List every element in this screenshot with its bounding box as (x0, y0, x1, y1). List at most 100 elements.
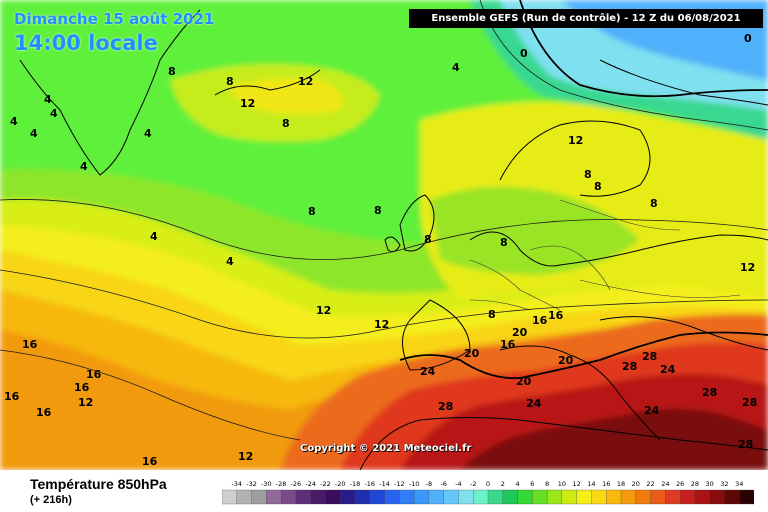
contour-label: 8 (282, 117, 290, 130)
legend-tick-label: 28 (691, 480, 699, 488)
contour-label: 0 (520, 47, 528, 60)
contour-labels: 8 8 12 12 4 4 4 4 4 4 4 0 0 8 8 4 4 8 8 … (4, 32, 757, 468)
contour-label: 12 (238, 450, 253, 463)
legend-swatch (665, 489, 681, 505)
legend-swatch (606, 489, 622, 505)
contour-label: 8 (500, 236, 508, 249)
valid-date: Dimanche 15 août 2021 (14, 10, 215, 28)
legend-tick-label: -32 (246, 480, 257, 488)
legend-swatch (384, 489, 400, 505)
legend-tick-label: -20 (335, 480, 346, 488)
contour-label: 8 (650, 197, 658, 210)
legend-swatch (650, 489, 666, 505)
isotherm-0-bold (519, 0, 768, 98)
temp-band-8-europe (430, 186, 640, 275)
legend-tick-label: -8 (426, 480, 432, 488)
legend-swatch (620, 489, 637, 505)
contour-label: 16 (86, 368, 102, 381)
legend-swatch (576, 489, 592, 505)
legend-swatch (222, 489, 238, 505)
legend-swatch (561, 489, 578, 505)
legend-tick-label: 24 (661, 480, 669, 488)
legend-swatch (458, 489, 474, 505)
legend-tick-label: 6 (530, 480, 534, 488)
contour-label: 12 (316, 304, 331, 317)
contour-label: 8 (168, 65, 176, 78)
country-borders (469, 199, 741, 311)
contour-label: 28 (642, 350, 657, 363)
contour-label: 20 (512, 326, 528, 339)
legend-tick-label: -28 (276, 480, 287, 488)
color-scale-legend: -34 -32 -30 -28 -26 -24 -22 -20 -18 -16 -14 -12 -10-… (222, 480, 754, 505)
contour-label: 12 (568, 134, 583, 147)
legend-swatch (546, 489, 563, 505)
legend-swatch (354, 489, 371, 505)
contour-label: 16 (36, 406, 52, 419)
legend-tick-label: 16 (602, 480, 610, 488)
legend-swatch (694, 489, 711, 505)
contour-label: 0 (744, 32, 752, 45)
legend-tick-label: -22 (320, 480, 331, 488)
legend-swatch (428, 489, 445, 505)
model-run-banner: Ensemble GEFS (Run de contrôle) - 12 Z d… (409, 9, 763, 28)
legend-swatch (310, 489, 326, 505)
legend-tick-label: -14 (379, 480, 390, 488)
contour-label: 12 (298, 75, 313, 88)
contour-label: 28 (622, 360, 637, 373)
legend-swatch (280, 489, 297, 505)
contour-label: 20 (558, 354, 574, 367)
contour-label: 28 (702, 386, 717, 399)
legend-tick-label: 18 (617, 480, 625, 488)
contour-label: 24 (660, 363, 676, 376)
coastlines (19, 9, 768, 470)
contour-label: 16 (22, 338, 38, 351)
legend-swatch (739, 489, 754, 505)
contour-label: 16 (142, 455, 158, 468)
contour-label: 4 (144, 127, 152, 140)
contour-label: 8 (308, 205, 316, 218)
contour-label: 12 (374, 318, 389, 331)
legend-swatch (325, 489, 341, 505)
legend-tick-label: 8 (545, 480, 549, 488)
legend-tick-label: 10 (558, 480, 566, 488)
legend-tick-label: -16 (364, 480, 375, 488)
legend-tick-label: -30 (261, 480, 272, 488)
legend-swatch (709, 489, 725, 505)
legend-swatch (532, 489, 548, 505)
temperature-850hpa-map: 8 8 12 12 4 4 4 4 4 4 4 0 0 8 8 4 4 8 8 … (0, 0, 768, 470)
contour-label: 4 (30, 127, 38, 140)
contour-label: 28 (738, 438, 753, 451)
contour-label: 8 (594, 180, 602, 193)
legend-tick-label: -2 (470, 480, 476, 488)
contour-label: 20 (464, 347, 480, 360)
legend-swatch (487, 489, 504, 505)
contour-label: 16 (548, 309, 564, 322)
legend-tick-label: 0 (486, 480, 490, 488)
legend-tick-label: 2 (501, 480, 505, 488)
legend-tick-label: 4 (515, 480, 519, 488)
legend-swatch (266, 489, 282, 505)
legend-tick-label: -18 (350, 480, 361, 488)
contour-label: 24 (420, 365, 436, 378)
contour-label: 4 (150, 230, 158, 243)
contour-label: 16 (532, 314, 548, 327)
legend-swatch (724, 489, 740, 505)
legend-swatch (635, 489, 652, 505)
legend-tick-label: -10 (409, 480, 420, 488)
legend-tick-label: 26 (676, 480, 684, 488)
contour-label: 4 (44, 93, 52, 106)
legend-tick-label: -12 (394, 480, 405, 488)
legend-swatch (236, 489, 253, 505)
contour-label: 12 (78, 396, 93, 409)
legend-swatch (295, 489, 312, 505)
copyright-notice: Copyright © 2021 Meteociel.fr (300, 443, 472, 454)
legend-swatch (340, 489, 356, 505)
legend-tick-label: 22 (646, 480, 654, 488)
legend-tick-label: -26 (291, 480, 302, 488)
legend-tick-label: 12 (573, 480, 581, 488)
contour-label: 16 (4, 390, 20, 403)
contour-label: 8 (584, 168, 592, 181)
temp-band-32 (460, 408, 768, 470)
contour-label: 24 (526, 397, 542, 410)
